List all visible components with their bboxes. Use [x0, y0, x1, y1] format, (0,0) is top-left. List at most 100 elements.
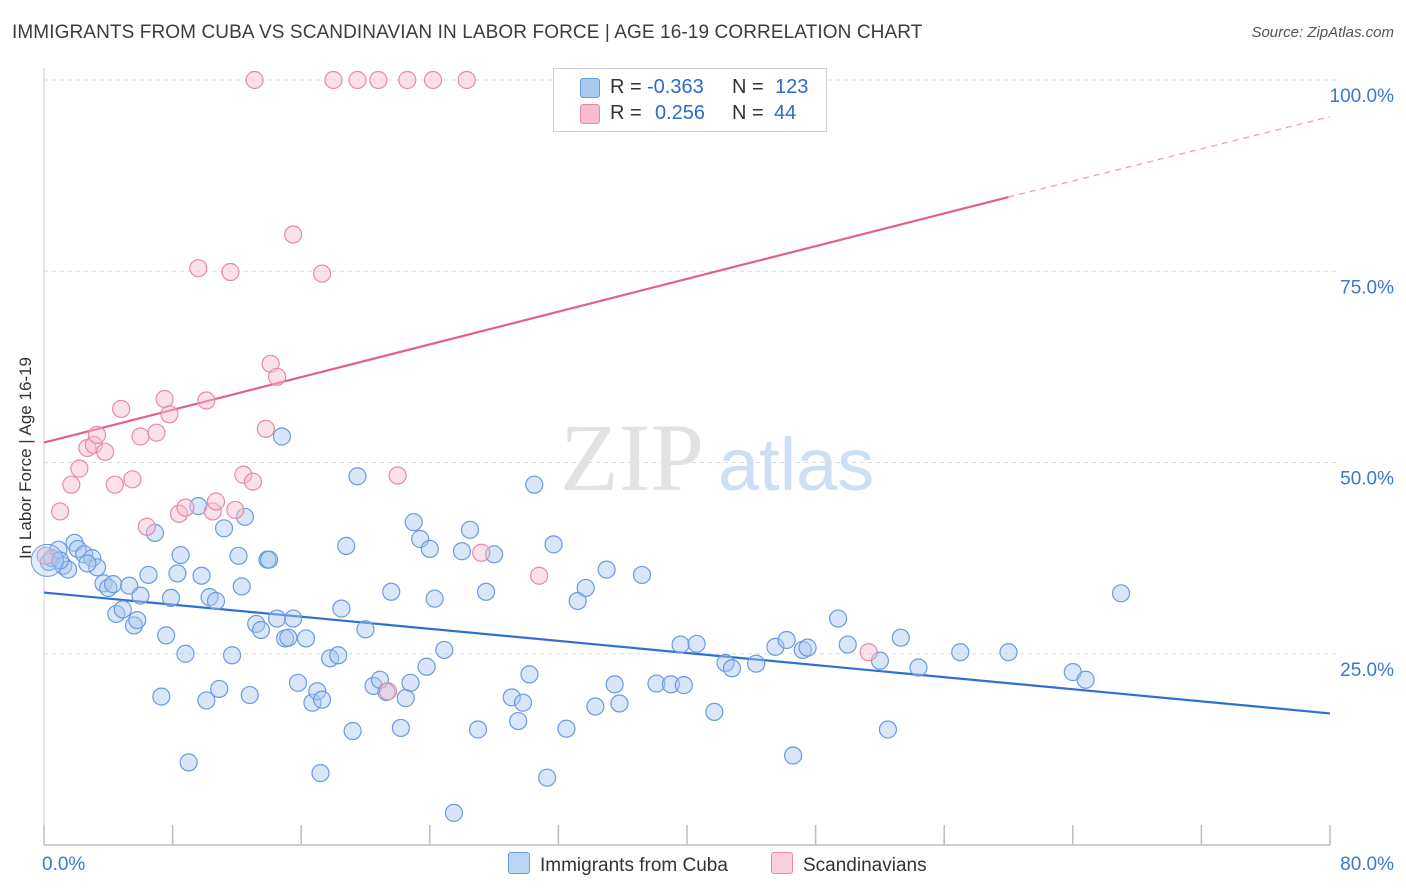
point-cuba: [329, 646, 348, 665]
point-scandinavians: [36, 546, 55, 565]
grid-lines: [44, 79, 1340, 655]
point-cuba: [50, 551, 70, 570]
point-scandinavians: [369, 70, 388, 90]
point-cuba: [284, 609, 303, 628]
point-cuba: [171, 545, 190, 565]
point-cuba: [425, 589, 444, 608]
point-cuba: [240, 685, 259, 705]
point-cuba: [214, 519, 234, 538]
point-cuba: [513, 693, 533, 712]
point-scandinavians: [160, 405, 179, 424]
point-cuba: [468, 720, 488, 739]
point-cuba: [509, 711, 528, 731]
point-cuba: [311, 763, 330, 783]
point-cuba: [152, 687, 171, 706]
point-scandinavians: [221, 262, 240, 282]
point-scandinavians: [206, 492, 226, 511]
point-cuba: [288, 673, 308, 692]
point-cuba: [356, 620, 375, 639]
point-cuba: [520, 665, 539, 684]
point-cuba: [544, 535, 563, 554]
point-scandinavians: [137, 517, 156, 536]
point-cuba: [107, 604, 126, 624]
point-cuba: [476, 582, 496, 601]
point-cuba: [798, 638, 817, 657]
point-cuba: [229, 546, 248, 565]
y-tick-label: 50.0%: [1340, 469, 1394, 490]
point-cuba: [878, 720, 898, 739]
point-cuba: [557, 719, 576, 738]
point-cuba: [179, 753, 198, 772]
watermark-atlas: atlas: [718, 423, 874, 506]
trend-line-cuba: [43, 591, 1331, 715]
point-cuba: [951, 643, 970, 662]
point-cuba: [1111, 584, 1131, 603]
point-scandinavians: [348, 70, 367, 90]
point-cuba: [605, 675, 624, 694]
trend-line-scandinavians: [43, 195, 1009, 444]
point-cuba: [891, 628, 910, 647]
point-scandinavians: [859, 643, 878, 662]
point-cuba: [197, 691, 216, 710]
point-cuba: [420, 539, 439, 559]
point-cuba: [296, 629, 316, 648]
legend-n-label: N =: [732, 76, 764, 98]
point-cuba: [460, 520, 480, 539]
bottom-legend-scandinavians: Scandinavians: [771, 852, 927, 877]
point-cuba: [793, 640, 812, 660]
point-cuba: [124, 616, 144, 635]
point-cuba: [452, 542, 472, 561]
point-scandinavians: [312, 264, 332, 283]
watermark-zip: ZIP: [560, 404, 704, 511]
point-cuba: [139, 565, 158, 585]
point-cuba: [259, 550, 279, 569]
point-cuba: [396, 689, 415, 708]
y-axis-label: In Labor Force | Age 16-19: [16, 357, 35, 559]
point-cuba: [671, 635, 690, 654]
point-scandinavians: [284, 225, 303, 244]
point-cuba: [999, 643, 1018, 662]
point-cuba: [104, 575, 123, 594]
point-cuba: [597, 560, 616, 579]
point-cuba: [632, 565, 652, 585]
point-cuba: [610, 694, 629, 713]
point-scandinavians: [155, 389, 174, 409]
legend-swatch-cuba: [580, 78, 600, 98]
point-cuba: [444, 803, 464, 822]
point-cuba: [687, 634, 706, 653]
point-cuba: [568, 591, 587, 611]
point-cuba: [113, 600, 132, 619]
point-cuba: [312, 690, 332, 709]
point-scandinavians: [398, 70, 417, 90]
correlation-legend: R = -0.363 N = 123 R = 0.256 N = 44: [553, 68, 827, 132]
point-cuba: [661, 675, 681, 694]
point-scandinavians: [87, 425, 107, 445]
point-cuba: [128, 610, 147, 630]
y-tick-label: 25.0%: [1340, 660, 1394, 681]
data-points: [30, 70, 1131, 822]
point-scandinavians: [176, 498, 195, 517]
point-cuba: [829, 609, 848, 628]
point-scandinavians: [324, 70, 343, 90]
point-cuba: [168, 564, 187, 583]
point-cuba: [838, 635, 857, 654]
legend-r-value: -0.363: [647, 76, 704, 98]
point-scandinavians: [234, 465, 253, 484]
point-scandinavians: [472, 543, 491, 562]
point-cuba: [161, 588, 181, 608]
point-scandinavians: [378, 682, 398, 701]
chart-title: IMMIGRANTS FROM CUBA VS SCANDINAVIAN IN …: [12, 22, 923, 43]
point-cuba: [722, 659, 742, 678]
point-scandinavians: [62, 475, 81, 494]
point-cuba: [78, 554, 97, 573]
point-cuba: [279, 628, 298, 647]
x-tick-label: 0.0%: [42, 854, 85, 875]
point-cuba: [30, 543, 64, 577]
point-cuba: [777, 630, 796, 650]
bottom-legend-swatch-cuba: [508, 852, 530, 874]
point-cuba: [206, 591, 226, 611]
point-cuba: [783, 746, 803, 765]
bottom-legend-label-cuba: Immigrants from Cuba: [540, 855, 728, 876]
point-cuba: [1076, 670, 1095, 689]
